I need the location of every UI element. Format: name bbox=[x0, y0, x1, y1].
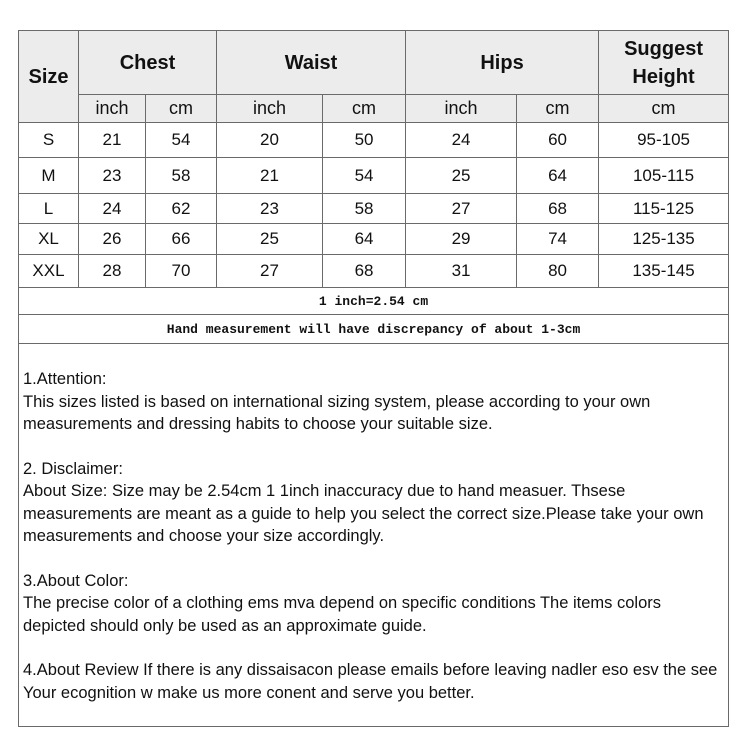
size-cell: S bbox=[18, 122, 79, 158]
value-cell: 66 bbox=[144, 223, 218, 255]
value-cell: 27 bbox=[405, 193, 518, 224]
header-height-line1: Suggest bbox=[624, 37, 703, 60]
size-cell: M bbox=[18, 157, 79, 194]
value-cell: 125-135 bbox=[598, 223, 730, 255]
unit-cell: cm bbox=[144, 94, 218, 123]
value-cell: 26 bbox=[78, 223, 146, 255]
note-color: 3.About Color: The precise color of a clo… bbox=[23, 570, 724, 638]
size-cell: XL bbox=[18, 223, 79, 255]
value-cell: 58 bbox=[144, 157, 218, 194]
value-cell: 74 bbox=[516, 223, 600, 255]
value-cell: 25 bbox=[405, 157, 518, 194]
value-cell: 115-125 bbox=[598, 193, 730, 224]
note-title: 2. Disclaimer: bbox=[23, 459, 123, 478]
value-cell: 58 bbox=[322, 193, 407, 224]
value-cell: 28 bbox=[78, 254, 146, 288]
unit-cell: cm bbox=[598, 94, 730, 123]
note-disclaimer: 2. Disclaimer: About Size: Size may be 2.… bbox=[23, 458, 724, 548]
value-cell: 21 bbox=[216, 157, 324, 194]
table-row: M 23 58 21 54 25 64 105-115 bbox=[18, 157, 730, 194]
value-cell: 29 bbox=[405, 223, 518, 255]
table-row: XXL 28 70 27 68 31 80 135-145 bbox=[18, 254, 730, 288]
note-review: 4.About Review If there is any dissaisac… bbox=[23, 659, 724, 704]
header-waist: Waist bbox=[216, 30, 407, 95]
value-cell: 27 bbox=[216, 254, 324, 288]
value-cell: 23 bbox=[216, 193, 324, 224]
value-cell: 31 bbox=[405, 254, 518, 288]
header-chest: Chest bbox=[77, 30, 218, 95]
conversion-note: 1 inch=2.54 cm bbox=[17, 287, 730, 315]
header-size: Size bbox=[18, 30, 79, 123]
value-cell: 20 bbox=[216, 122, 324, 158]
value-cell: 68 bbox=[516, 193, 600, 224]
table-row: XL 26 66 25 64 29 74 125-135 bbox=[18, 223, 730, 255]
value-cell: 64 bbox=[322, 223, 407, 255]
table-row: S 21 54 20 50 24 60 95-105 bbox=[18, 122, 730, 158]
size-table: Size Chest Waist Hips Suggest Height inc… bbox=[17, 30, 730, 727]
unit-cell: cm bbox=[516, 94, 600, 123]
note-title: 1.Attention: bbox=[23, 370, 107, 388]
value-cell: 68 bbox=[322, 254, 407, 288]
value-cell: 54 bbox=[322, 157, 407, 194]
header-hips: Hips bbox=[405, 30, 600, 95]
note-body: 4.About Review If there is any dissaisac… bbox=[23, 661, 718, 702]
note-attention: 1.Attention: This sizes listed is based o… bbox=[23, 368, 724, 436]
note-body: This sizes listed is based on internatio… bbox=[23, 392, 651, 434]
unit-cell: inch bbox=[78, 94, 146, 123]
discrepancy-note: Hand measurement will have discrepancy o… bbox=[17, 314, 730, 344]
notes-section: 1.Attention: This sizes listed is based o… bbox=[17, 343, 730, 727]
size-cell: L bbox=[18, 193, 79, 224]
value-cell: 105-115 bbox=[598, 157, 730, 194]
header-height-line2: Height bbox=[632, 65, 695, 88]
note-body: About Size: Size may be 2.54cm 1 1inch i… bbox=[23, 482, 704, 545]
size-chart: Size Chest Waist Hips Suggest Height inc… bbox=[17, 30, 730, 727]
value-cell: 25 bbox=[216, 223, 324, 255]
value-cell: 50 bbox=[322, 122, 407, 158]
header-suggest-height: Suggest Height bbox=[598, 30, 730, 95]
size-cell: XXL bbox=[18, 254, 79, 288]
value-cell: 54 bbox=[144, 122, 218, 158]
value-cell: 62 bbox=[144, 193, 218, 224]
unit-cell: inch bbox=[405, 94, 518, 123]
note-body: The precise color of a clothing ems mva … bbox=[23, 594, 662, 635]
value-cell: 21 bbox=[78, 122, 146, 158]
value-cell: 80 bbox=[516, 254, 600, 288]
value-cell: 95-105 bbox=[598, 122, 730, 158]
value-cell: 24 bbox=[78, 193, 146, 224]
value-cell: 135-145 bbox=[598, 254, 730, 288]
value-cell: 64 bbox=[516, 157, 600, 194]
unit-cell: inch bbox=[216, 94, 324, 123]
unit-cell: cm bbox=[322, 94, 407, 123]
value-cell: 60 bbox=[516, 122, 600, 158]
note-title: 3.About Color: bbox=[23, 571, 129, 590]
value-cell: 23 bbox=[78, 157, 146, 194]
value-cell: 24 bbox=[405, 122, 518, 158]
value-cell: 70 bbox=[144, 254, 218, 288]
table-row: L 24 62 23 58 27 68 115-125 bbox=[18, 193, 730, 224]
